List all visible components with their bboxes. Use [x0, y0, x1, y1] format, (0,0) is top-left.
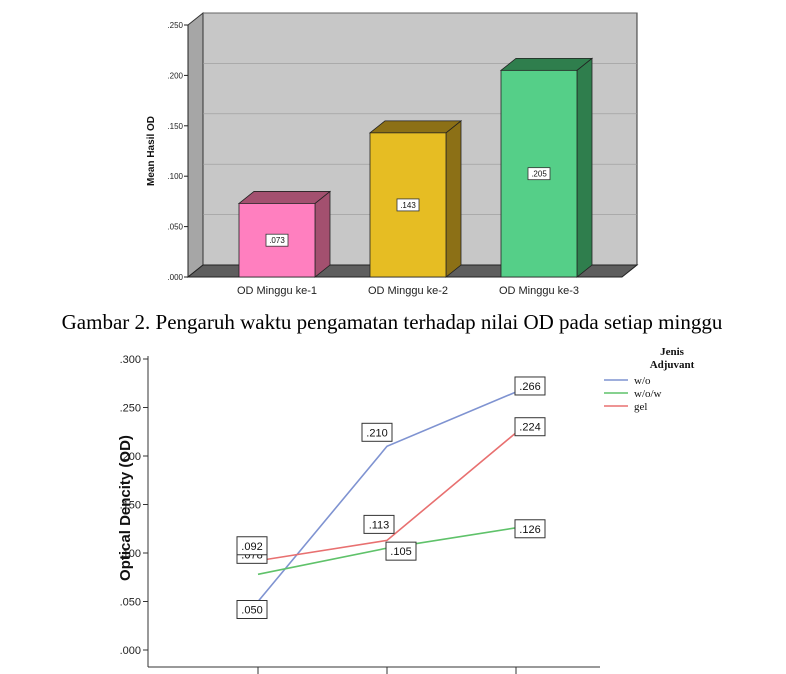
bar: .205	[499, 57, 594, 278]
bar-chart-x-labels: OD Minggu ke-1 OD Minggu ke-2 OD Minggu ke…	[237, 285, 579, 297]
y-tick-label: .200	[167, 71, 183, 80]
data-label-box	[385, 541, 417, 561]
data-label: .126	[514, 519, 546, 539]
bar-top	[368, 120, 463, 134]
y-tick-label: .150	[120, 500, 141, 512]
bar-side	[576, 57, 593, 278]
data-label-text: .092	[241, 541, 262, 553]
y-tick-label: .000	[120, 645, 141, 657]
x-category-label: OD Minggu ke-2	[368, 285, 448, 297]
bar-side	[445, 120, 462, 278]
data-label-text: .113	[369, 519, 390, 531]
y-tick-label: .250	[167, 21, 183, 30]
data-label: .266	[514, 376, 546, 396]
data-label: .143	[400, 201, 416, 210]
figure-caption: Gambar 2. Pengaruh waktu pengamatan terh…	[62, 310, 723, 334]
data-label: .224	[514, 417, 546, 437]
y-tick-label: .150	[167, 122, 183, 131]
data-label: .205	[531, 170, 547, 179]
data-label-box	[361, 422, 393, 442]
data-label-text: .050	[241, 605, 262, 617]
y-tick-label: .200	[120, 451, 141, 463]
bar-chart-y-axis-label: Mean Hasil OD	[146, 116, 157, 186]
data-label-box	[514, 519, 546, 539]
bar-top	[499, 57, 594, 71]
series-line-0	[257, 391, 517, 603]
legend-label: w/o/w	[634, 388, 662, 400]
legend-label: gel	[634, 401, 647, 413]
bar-chart-y-ticks: .000 .050 .100 .150 .200 .250	[167, 21, 188, 282]
data-label: .105	[385, 541, 417, 561]
data-label-text: .126	[519, 524, 540, 536]
data-label-box	[527, 167, 551, 181]
data-label-box	[514, 376, 546, 396]
data-label: .092	[236, 536, 268, 556]
legend-title-line-1: Jenis	[660, 346, 685, 358]
y-tick-label: .050	[120, 597, 141, 609]
bar: .073	[237, 190, 332, 278]
data-label-box	[514, 417, 546, 437]
series-line-2	[257, 432, 517, 562]
line-chart: .000 .050 .100 .150 .200 .250 .300 .050 .210 .26…	[117, 346, 695, 674]
data-label-text: .224	[519, 422, 540, 434]
bar-chart: .000 .050 .100 .150 .200 .250 .073 .143 .205 OD…	[146, 11, 639, 297]
line-chart-data-labels: .050.210.266.078.105.126.092.113.224	[236, 376, 546, 619]
data-label-box	[236, 600, 268, 619]
y-tick-label: .050	[167, 223, 183, 232]
data-label-text: .105	[390, 546, 411, 558]
line-chart-y-axis-label: Optical Dencity (OD)	[117, 435, 134, 581]
y-tick-label: .000	[167, 273, 183, 282]
bar-side	[314, 190, 331, 278]
data-label: .050	[236, 600, 268, 619]
y-tick-label: .100	[167, 172, 183, 181]
legend-label: w/o	[634, 375, 651, 387]
data-label-box	[236, 536, 268, 556]
y-tick-label: .250	[120, 403, 141, 415]
line-chart-y-ticks: .000 .050 .100 .150 .200 .250 .300	[120, 354, 148, 657]
data-label: .210	[361, 422, 393, 442]
y-tick-label: .100	[120, 548, 141, 560]
data-label: .113	[363, 514, 395, 534]
y-tick-label: .300	[120, 354, 141, 366]
bar-top	[237, 191, 332, 204]
data-label-text: .210	[366, 427, 387, 439]
x-category-label: OD Minggu ke-1	[237, 285, 317, 297]
data-label-box	[396, 198, 420, 212]
data-label: .073	[269, 236, 285, 245]
bar: .143	[368, 120, 463, 278]
data-label-box	[265, 233, 289, 247]
data-label-text: .266	[519, 381, 540, 393]
side-wall	[187, 11, 204, 279]
data-label-box	[363, 514, 395, 534]
bar-chart-bars: .073 .143 .205	[237, 57, 594, 278]
x-category-label: OD Minggu ke-3	[499, 285, 579, 297]
legend-title-line-2: Adjuvant	[650, 359, 695, 371]
